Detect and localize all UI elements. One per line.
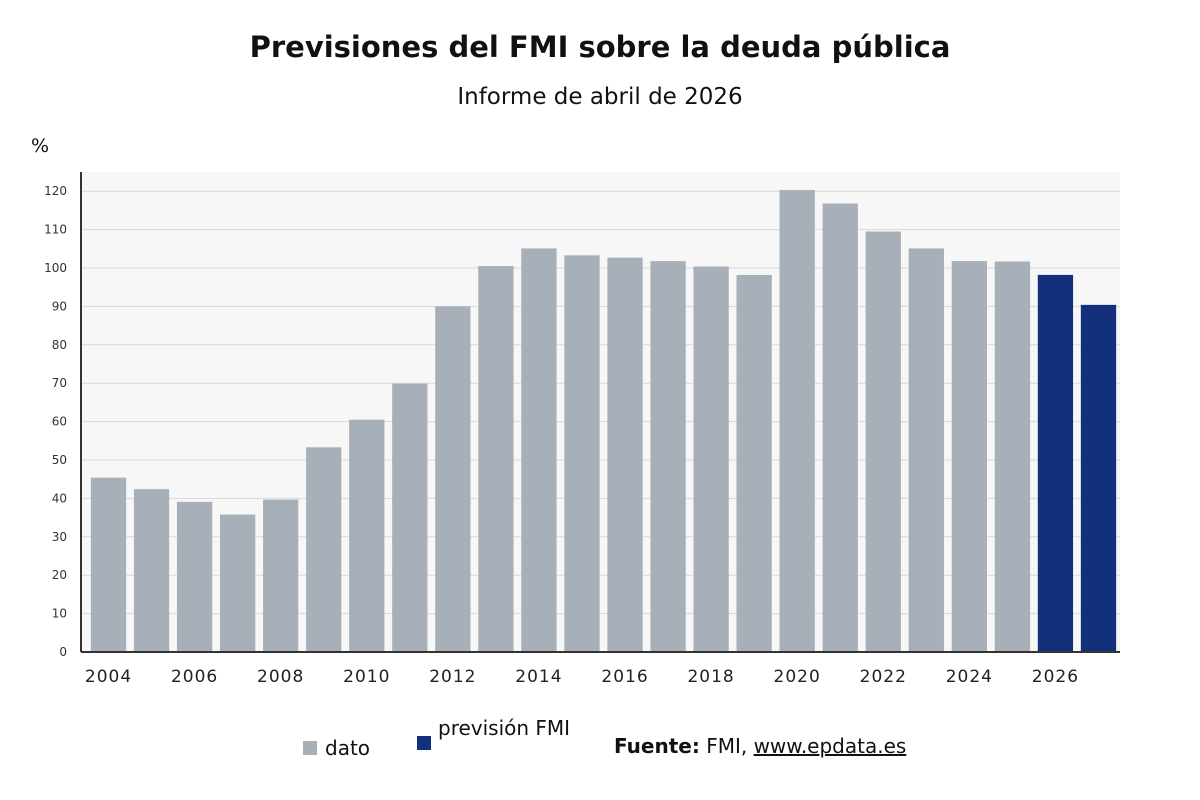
bar-2024 (951, 261, 988, 652)
y-tick-label: 120 (44, 184, 67, 198)
x-tick-label: 2020 (774, 667, 821, 687)
bar-2008 (263, 499, 299, 652)
y-tick-label: 10 (52, 607, 67, 621)
bar-2021 (822, 203, 858, 652)
bar-2019 (736, 274, 772, 652)
legend-label-dato: dato (325, 736, 371, 760)
bar-2022 (865, 231, 901, 652)
y-tick-label: 60 (52, 415, 67, 429)
x-tick-label: 2016 (601, 667, 648, 687)
y-tick-label: 50 (52, 453, 67, 467)
bar-2015 (564, 255, 600, 652)
legend-label-prevision: previsión FMI (438, 716, 571, 740)
y-tick-label: 70 (52, 376, 67, 390)
x-tick-label: 2008 (257, 667, 304, 687)
x-tick-label: 2004 (85, 667, 132, 687)
y-tick-label: 30 (52, 530, 67, 544)
legend-item-prevision (417, 736, 439, 750)
legend-item-dato: dato (303, 736, 370, 760)
source-text: FMI, (699, 734, 754, 758)
bar-2010 (349, 419, 385, 652)
bar-2005 (133, 489, 170, 652)
x-tick-label: 2006 (171, 667, 218, 687)
bar-2012 (435, 306, 471, 652)
legend-swatch-prevision (417, 736, 431, 750)
chart-subtitle: Informe de abril de 2026 (457, 84, 743, 110)
bar-2018 (693, 266, 729, 652)
y-tick-label: 80 (52, 338, 67, 352)
bar-2017 (650, 261, 686, 652)
bar-2009 (306, 447, 342, 652)
bar-2014 (521, 248, 557, 652)
legend-swatch-dato (303, 741, 317, 755)
bar-2020 (779, 190, 815, 652)
bar-2025 (994, 261, 1031, 652)
bar-2006 (176, 501, 213, 652)
bar-2011 (392, 383, 428, 652)
legend: dato previsión FMI Fuente: FMI, www.epda… (0, 716, 1200, 786)
source-link[interactable]: www.epdata.es (753, 734, 907, 758)
bar-2007 (219, 514, 256, 652)
y-tick-label: 0 (59, 645, 67, 659)
bar-2027 (1080, 304, 1117, 652)
bar-2016 (607, 257, 643, 652)
y-tick-label: 40 (52, 491, 67, 505)
x-tick-label: 2010 (343, 667, 390, 687)
x-tick-label: 2026 (1032, 667, 1079, 687)
x-tick-label: 2012 (429, 667, 476, 687)
x-tick-label: 2018 (687, 667, 734, 687)
source-label: Fuente: (614, 734, 700, 758)
x-tick-label: 2014 (515, 667, 562, 687)
chart-title: Previsiones del FMI sobre la deuda públi… (249, 30, 951, 64)
y-tick-label: 90 (52, 299, 67, 313)
y-axis-unit: % (31, 135, 50, 157)
bar-2013 (478, 266, 514, 652)
bar-2026 (1037, 274, 1074, 652)
y-tick-label: 20 (52, 568, 67, 582)
source-note: Fuente: FMI, www.epdata.es (614, 734, 906, 758)
x-tick-label: 2024 (946, 667, 993, 687)
y-tick-label: 100 (44, 261, 67, 275)
bar-2023 (908, 248, 944, 652)
bar-2004 (90, 477, 127, 652)
y-tick-label: 110 (44, 223, 67, 237)
x-tick-label: 2022 (860, 667, 907, 687)
